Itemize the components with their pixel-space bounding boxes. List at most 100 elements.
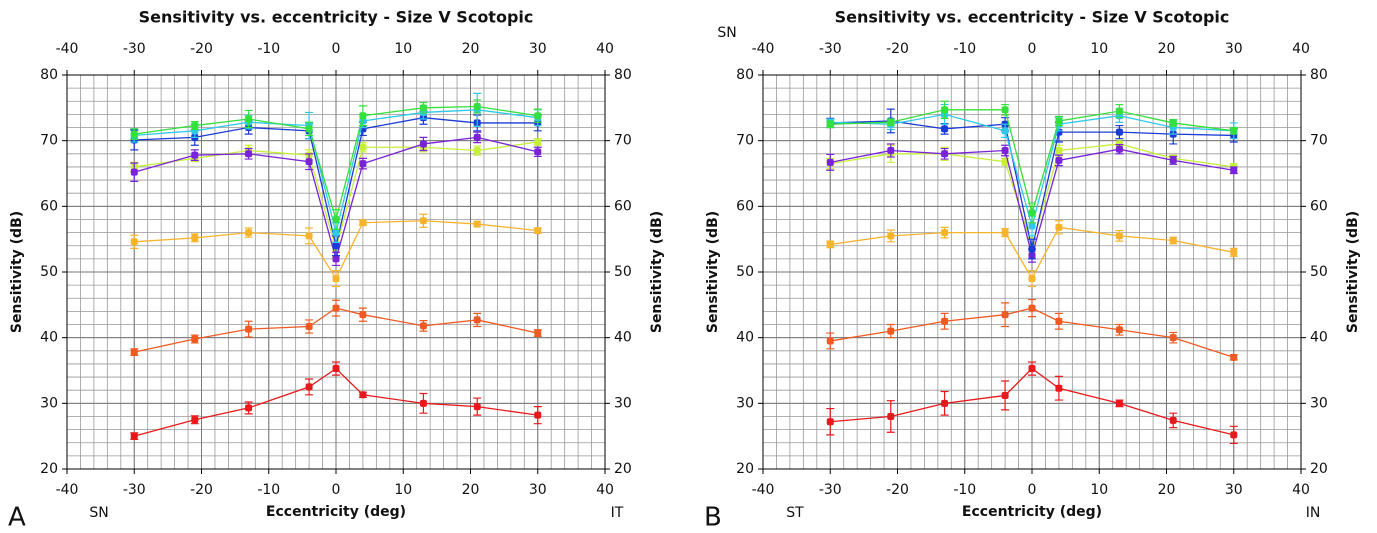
data-point [473,133,481,141]
data-point [332,365,340,373]
y-tick-label: 40 [736,330,754,346]
x-tick-label-top: 40 [596,41,614,57]
plot-frame [66,74,606,470]
data-point [1230,431,1238,439]
data-point [826,337,834,345]
data-point [1001,127,1009,135]
y-tick-label-right: 30 [1310,395,1328,411]
data-point [534,138,542,146]
x-tick-label-top: -30 [819,41,842,57]
chart-title: Sensitivity vs. eccentricity - Size V Sc… [139,8,534,27]
y-tick-label: 50 [736,264,754,280]
panel: -40 -40 -30 -30 -20 -20 -10 -10 0 0 10 10 20 20 30 30 40… [8,8,665,533]
data-point [1055,317,1063,325]
data-point [1115,145,1123,153]
data-point [941,125,949,133]
data-point [359,143,367,151]
data-point [941,106,949,114]
x-tick-label: 0 [332,482,341,498]
data-point [305,125,313,133]
data-point [473,147,481,155]
x-tick-label-top: 30 [1225,41,1243,57]
x-tick-label: 30 [1225,482,1243,498]
x-tick-label-top: 0 [1028,41,1037,57]
data-point [1055,147,1063,155]
x-tick-label: -10 [953,482,976,498]
data-point [130,130,138,138]
corner-label: IN [1306,505,1321,521]
x-tick-label: 0 [1028,482,1037,498]
x-tick-label: 20 [1158,482,1176,498]
data-point [130,432,138,440]
data-point [359,391,367,399]
data-point [419,140,427,148]
y-tick-label-right: 30 [614,395,632,411]
y-axis-label-right: Sensitivity (dB) [649,211,665,333]
x-tick-label-top: 10 [394,41,412,57]
data-point [826,158,834,166]
data-point [1115,128,1123,136]
x-tick-label-top: -20 [886,41,909,57]
data-point [191,122,199,130]
data-point [130,238,138,246]
data-point [1115,107,1123,115]
y-tick-label: 60 [40,198,58,214]
data-point [1230,248,1238,256]
data-point [1055,223,1063,231]
x-tick-label: -20 [190,482,213,498]
data-point [191,416,199,424]
data-point [332,255,340,263]
data-point [941,150,949,158]
y-tick-label-right: 20 [614,461,632,477]
data-point [534,411,542,419]
x-tick-label-top: -40 [752,41,775,57]
data-point [1028,275,1036,283]
data-point [332,215,340,223]
y-tick-label-right: 20 [1310,461,1328,477]
data-point [1028,209,1036,217]
data-point [332,229,340,237]
y-tick-label: 70 [736,133,754,149]
data-point [419,399,427,407]
data-point [473,103,481,111]
corner-label: IT [611,505,624,521]
data-point [305,323,313,331]
data-point [1230,166,1238,174]
x-tick-label-top: 30 [529,41,547,57]
y-axis-label: Sensitivity (dB) [705,211,721,333]
data-point [1001,147,1009,155]
x-tick-label: -40 [56,482,79,498]
x-tick-label: 10 [394,482,412,498]
data-point [534,148,542,156]
data-point [1169,334,1177,342]
data-point [332,242,340,250]
data-point [1115,232,1123,240]
x-tick-label: -30 [819,482,842,498]
data-point [473,220,481,228]
data-point [359,112,367,120]
data-point [534,112,542,120]
data-point [305,158,313,166]
y-tick-label: 30 [40,395,58,411]
x-tick-label: -10 [257,482,280,498]
x-axis-label: Eccentricity (deg) [266,504,406,520]
data-point [130,348,138,356]
x-tick-label-top: 20 [1158,41,1176,57]
x-tick-label: 40 [596,482,614,498]
y-tick-label-right: 50 [1310,264,1328,280]
data-point [826,240,834,248]
data-point [1230,127,1238,135]
data-point [941,229,949,237]
y-tick-label-right: 40 [614,330,632,346]
data-point [887,327,895,335]
y-tick-label-right: 50 [614,264,632,280]
x-tick-label: -20 [886,482,909,498]
data-point [473,316,481,324]
x-axis-label: Eccentricity (deg) [962,504,1102,520]
y-tick-label: 40 [40,330,58,346]
corner-label: ST [786,505,804,521]
data-point [245,229,253,237]
x-tick-label: 10 [1090,482,1108,498]
data-point [826,120,834,128]
